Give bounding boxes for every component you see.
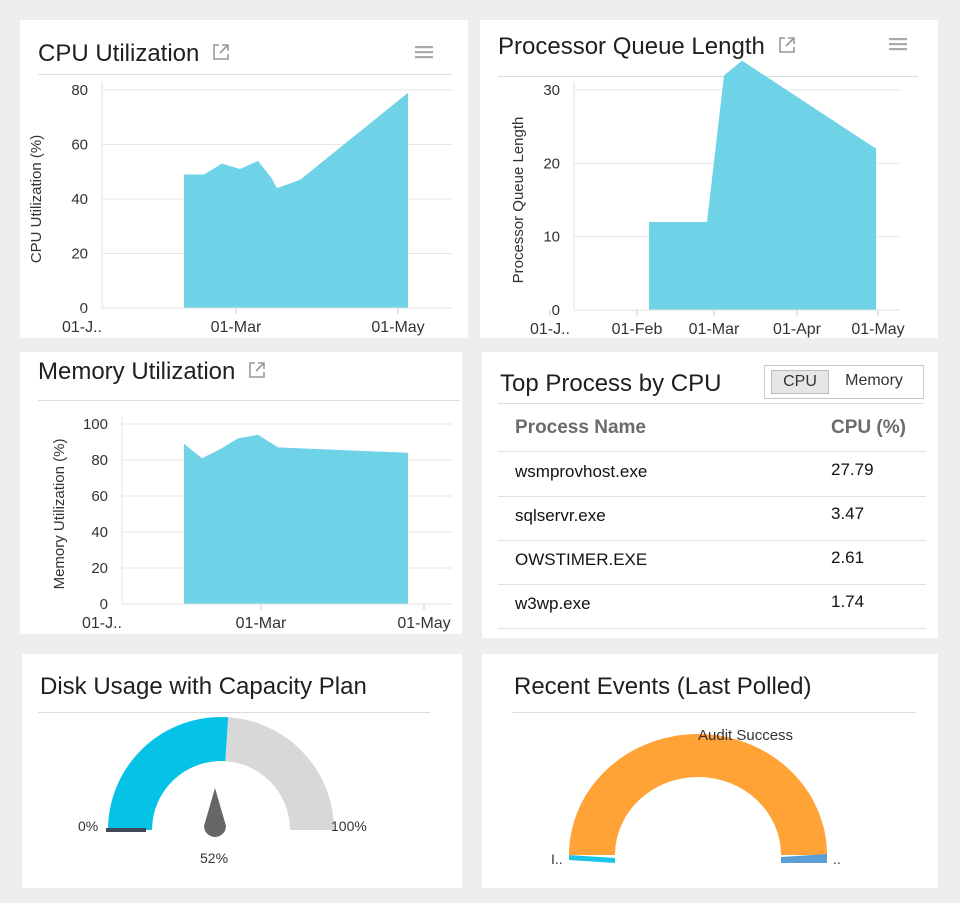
audit-success-slice[interactable]: [569, 734, 827, 855]
y-tick-label: 60: [71, 137, 88, 154]
row-divider: [498, 628, 926, 629]
queue-chart: 30 20 10 0 01-J.. 01-Feb 01-Mar 01-Apr 01-May Pro…: [510, 60, 905, 338]
row-divider: [498, 451, 926, 452]
y-tick-label: 100: [83, 416, 108, 433]
memory-chart: 100 80 60 40 20 0 01-J.. 01-Mar 01-May Memory Uti…: [51, 416, 452, 632]
left-slice-label: I..: [551, 851, 563, 867]
panel-title: Top Process by CPU: [500, 370, 722, 397]
gauge-needle: [204, 788, 226, 837]
x-tick-label: 01-Mar: [211, 319, 262, 336]
x-tick-label: 01-May: [371, 319, 424, 336]
title-divider: [38, 400, 460, 401]
recent-events-panel: Recent Events (Last Polled) Audit Succes…: [482, 654, 938, 888]
title-divider: [512, 712, 916, 713]
external-link-icon[interactable]: [211, 41, 231, 69]
y-axis-title: Memory Utilization (%): [51, 439, 68, 590]
metric-toggle: CPU Memory: [764, 365, 924, 399]
process-table: Process Name CPU (%) wsmprovhost.exe 27.7…: [498, 404, 926, 636]
panel-title: Disk Usage with Capacity Plan: [40, 673, 367, 700]
external-link-icon[interactable]: [777, 34, 797, 62]
y-tick-label: 80: [91, 452, 108, 469]
y-tick-label: 40: [71, 191, 88, 208]
gauge-fill: [108, 717, 229, 830]
x-tick-label: 01-Mar: [236, 615, 287, 632]
y-tick-label: 20: [91, 560, 108, 577]
processor-queue-panel: Processor Queue Length 30 20 10 0 01-J.. 01-F…: [480, 20, 938, 338]
y-axis-title: Processor Queue Length: [510, 117, 527, 284]
x-tick-label: 01-May: [397, 615, 450, 632]
y-tick-label: 0: [100, 596, 108, 613]
gauge-min-label: 0%: [78, 818, 98, 834]
x-tick-label: 01-Apr: [773, 321, 822, 338]
y-tick-label: 60: [91, 488, 108, 505]
area-series: [649, 60, 876, 310]
right-slice-label: ..: [833, 851, 841, 867]
right-slice[interactable]: [781, 854, 827, 863]
memory-utilization-panel: Memory Utilization 100 80 60 40 20 0 01-J.. 01-…: [20, 352, 462, 634]
column-header-cpu[interactable]: CPU (%): [831, 417, 906, 438]
y-tick-label: 20: [71, 246, 88, 263]
hamburger-menu-icon[interactable]: [888, 36, 908, 57]
x-tick-label: 01-Mar: [689, 321, 740, 338]
area-series: [184, 92, 408, 308]
process-name-cell: wsmprovhost.exe: [515, 462, 648, 481]
x-tick-label: 01-Feb: [612, 321, 663, 338]
y-tick-label: 20: [543, 155, 560, 172]
row-divider: [498, 496, 926, 497]
y-tick-label: 80: [71, 82, 88, 99]
process-name-cell: OWSTIMER.EXE: [515, 550, 648, 569]
panel-title: Processor Queue Length: [498, 33, 797, 62]
x-tick-label: 01-J..: [82, 615, 122, 632]
panel-title: CPU Utilization: [38, 40, 231, 69]
cpu-title: CPU Utilization: [38, 40, 200, 67]
top-process-panel: Top Process by CPU CPU Memory Process Na…: [482, 352, 938, 638]
left-slice[interactable]: [569, 855, 615, 863]
y-tick-label: 0: [552, 302, 560, 319]
cpu-toggle-button[interactable]: CPU: [771, 370, 829, 394]
gauge-value-label: 52%: [200, 850, 228, 866]
external-link-icon[interactable]: [247, 359, 267, 387]
y-tick-label: 40: [91, 524, 108, 541]
memory-toggle-button[interactable]: Memory: [845, 372, 903, 389]
y-axis-title: CPU Utilization (%): [28, 135, 45, 263]
cpu-value-cell: 3.47: [831, 504, 865, 523]
title-divider: [38, 74, 452, 75]
title-divider: [38, 712, 430, 713]
memory-title: Memory Utilization: [38, 358, 236, 385]
cpu-value-cell: 1.74: [831, 592, 865, 611]
hamburger-menu-icon[interactable]: [414, 44, 434, 65]
panel-title: Memory Utilization: [38, 358, 267, 387]
title-divider: [498, 76, 918, 77]
column-header-process-name[interactable]: Process Name: [515, 417, 646, 438]
cpu-utilization-panel: CPU Utilization 80 60 40 20 0 01-J.. 01-Mar 01-…: [20, 20, 468, 338]
title-divider: [498, 403, 924, 404]
panel-title: Recent Events (Last Polled): [514, 673, 812, 700]
disk-gauge: 0% 100% 52%: [78, 717, 367, 866]
cpu-chart: 80 60 40 20 0 01-J.. 01-Mar 01-May CPU Utilizati…: [28, 82, 452, 336]
row-divider: [498, 540, 926, 541]
events-donut-chart: Audit Success I.. ..: [551, 727, 841, 867]
process-name-cell: sqlservr.exe: [515, 506, 606, 525]
y-tick-label: 30: [543, 82, 560, 99]
y-tick-label: 0: [80, 300, 88, 317]
x-tick-label: 01-J..: [62, 319, 102, 336]
audit-success-label: Audit Success: [698, 727, 793, 744]
x-tick-label: 01-May: [851, 321, 904, 338]
disk-usage-panel: Disk Usage with Capacity Plan 0% 100% 52…: [22, 654, 462, 888]
cpu-value-cell: 27.79: [831, 460, 874, 479]
cpu-value-cell: 2.61: [831, 548, 865, 567]
queue-title: Processor Queue Length: [498, 33, 765, 60]
area-series: [184, 434, 408, 604]
gauge-max-label: 100%: [331, 818, 367, 834]
row-divider: [498, 584, 926, 585]
x-tick-label: 01-J..: [530, 321, 570, 338]
y-tick-label: 10: [543, 229, 560, 246]
process-name-cell: w3wp.exe: [515, 594, 591, 613]
